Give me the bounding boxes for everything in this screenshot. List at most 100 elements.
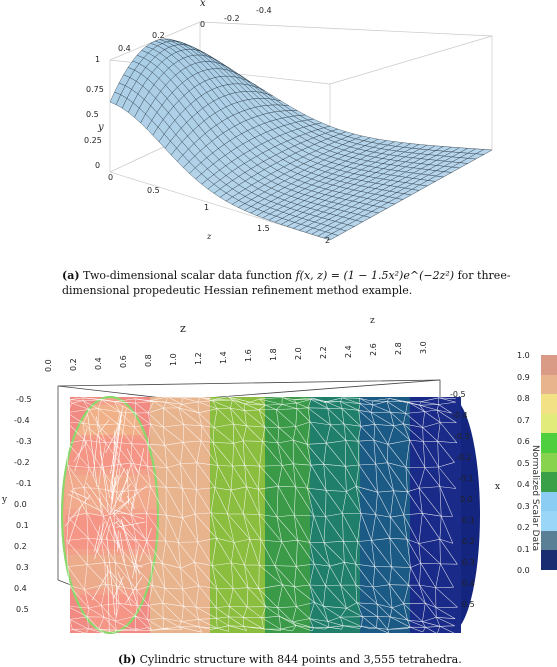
mesh-edge bbox=[294, 587, 296, 607]
mesh-edge bbox=[363, 617, 377, 628]
mesh-edge bbox=[199, 586, 216, 608]
mesh-edge bbox=[114, 510, 144, 519]
mesh-edge bbox=[110, 571, 122, 585]
mesh-edge bbox=[243, 514, 259, 515]
mesh-edge bbox=[182, 398, 198, 402]
mesh-edge bbox=[83, 400, 102, 401]
mesh-edge bbox=[195, 489, 196, 514]
z-axis-label-b2: z bbox=[370, 316, 375, 326]
mesh-edge bbox=[296, 487, 308, 488]
mesh-edge bbox=[102, 400, 115, 402]
mesh-edge bbox=[328, 617, 341, 621]
mesh-edge bbox=[356, 542, 358, 565]
mesh-edge bbox=[229, 617, 244, 627]
mesh-edge bbox=[404, 604, 423, 622]
mesh-edge bbox=[230, 408, 233, 424]
mesh-edge bbox=[376, 515, 391, 518]
top-tick: 1.2 bbox=[194, 352, 203, 365]
mesh-edge bbox=[307, 444, 324, 464]
mesh-edge bbox=[342, 514, 357, 542]
mesh-edge bbox=[88, 617, 99, 629]
mesh-edge bbox=[84, 423, 85, 440]
mesh-edge bbox=[147, 514, 166, 542]
mesh-edge bbox=[102, 400, 120, 412]
mesh-edge bbox=[115, 402, 120, 412]
mesh-edge bbox=[390, 538, 392, 567]
mesh-edge bbox=[68, 440, 85, 443]
mesh-edge bbox=[315, 602, 328, 621]
mesh-edge bbox=[106, 443, 121, 464]
z-axis-label: z bbox=[207, 232, 211, 241]
mesh-edge bbox=[152, 629, 164, 630]
mesh-edge bbox=[282, 466, 295, 487]
mesh-edge bbox=[438, 441, 439, 467]
cylinder-segment bbox=[310, 397, 361, 633]
mesh-edge bbox=[181, 562, 195, 568]
mesh-edge bbox=[408, 402, 420, 405]
mesh-edge bbox=[278, 585, 283, 608]
mesh-edge bbox=[136, 540, 146, 541]
mesh-edge bbox=[213, 401, 231, 408]
mesh-edge bbox=[106, 584, 120, 603]
right-tick: -0.4 bbox=[452, 411, 468, 420]
mesh-edge bbox=[194, 562, 212, 565]
mesh-edge bbox=[420, 585, 436, 607]
mesh-edge bbox=[346, 441, 358, 442]
mesh-edge bbox=[388, 440, 410, 444]
right-tick: 0.5 bbox=[462, 600, 475, 609]
mesh-edge bbox=[116, 522, 145, 527]
mesh-edge bbox=[324, 543, 330, 567]
mesh-edge bbox=[310, 585, 324, 606]
mesh-edge bbox=[178, 542, 194, 562]
mesh-edge bbox=[67, 409, 89, 412]
right-tick: 0.3 bbox=[462, 558, 475, 567]
mesh-edge bbox=[231, 563, 233, 589]
mesh-edge bbox=[406, 467, 419, 488]
mesh-edge bbox=[231, 543, 234, 563]
mesh-edge bbox=[182, 619, 199, 621]
mesh-edge bbox=[234, 539, 250, 542]
mesh-edge bbox=[245, 465, 260, 466]
left-tick: 0.4 bbox=[14, 584, 27, 593]
colorbar-cell bbox=[541, 355, 557, 375]
mesh-edge bbox=[229, 606, 247, 607]
mesh-edge bbox=[179, 408, 184, 425]
mesh-edge bbox=[259, 565, 275, 566]
mesh-edge bbox=[75, 428, 87, 471]
mesh-edge bbox=[341, 562, 345, 585]
mesh-edge bbox=[282, 403, 297, 404]
mesh-edge bbox=[377, 604, 390, 617]
mesh-edge bbox=[275, 566, 295, 587]
left-tick: 0.2 bbox=[14, 542, 27, 551]
mesh-edge bbox=[213, 401, 218, 409]
mesh-edge bbox=[259, 486, 279, 489]
top-tick: 2.8 bbox=[394, 342, 403, 355]
mesh-edge bbox=[183, 514, 196, 518]
mesh-edge bbox=[85, 440, 90, 468]
mesh-edge bbox=[292, 622, 296, 626]
mesh-edge bbox=[83, 398, 102, 400]
mesh-edge bbox=[358, 514, 362, 542]
top-tick: 0.0 bbox=[44, 359, 53, 372]
mesh-edge bbox=[131, 562, 143, 568]
mesh-edge bbox=[135, 427, 149, 444]
mesh-edge bbox=[324, 541, 343, 542]
mesh-edge bbox=[199, 627, 217, 628]
surface-mesh bbox=[110, 39, 492, 240]
mesh-edge bbox=[390, 585, 409, 586]
mesh-edge bbox=[196, 607, 199, 619]
mesh-edge bbox=[356, 564, 375, 567]
mesh-edge bbox=[277, 517, 282, 542]
mesh-edge bbox=[356, 486, 361, 513]
mesh-edge bbox=[231, 487, 246, 490]
mesh-edge bbox=[67, 518, 69, 541]
mesh-edge bbox=[99, 488, 117, 492]
mesh-edge bbox=[195, 514, 217, 538]
mesh-edge bbox=[391, 515, 404, 517]
mesh-edge bbox=[98, 409, 117, 424]
mesh-edge bbox=[411, 563, 421, 567]
mesh-edge bbox=[107, 535, 115, 615]
mesh-edge bbox=[229, 589, 233, 607]
mesh-edge bbox=[390, 608, 392, 617]
mesh-edge bbox=[183, 606, 198, 619]
